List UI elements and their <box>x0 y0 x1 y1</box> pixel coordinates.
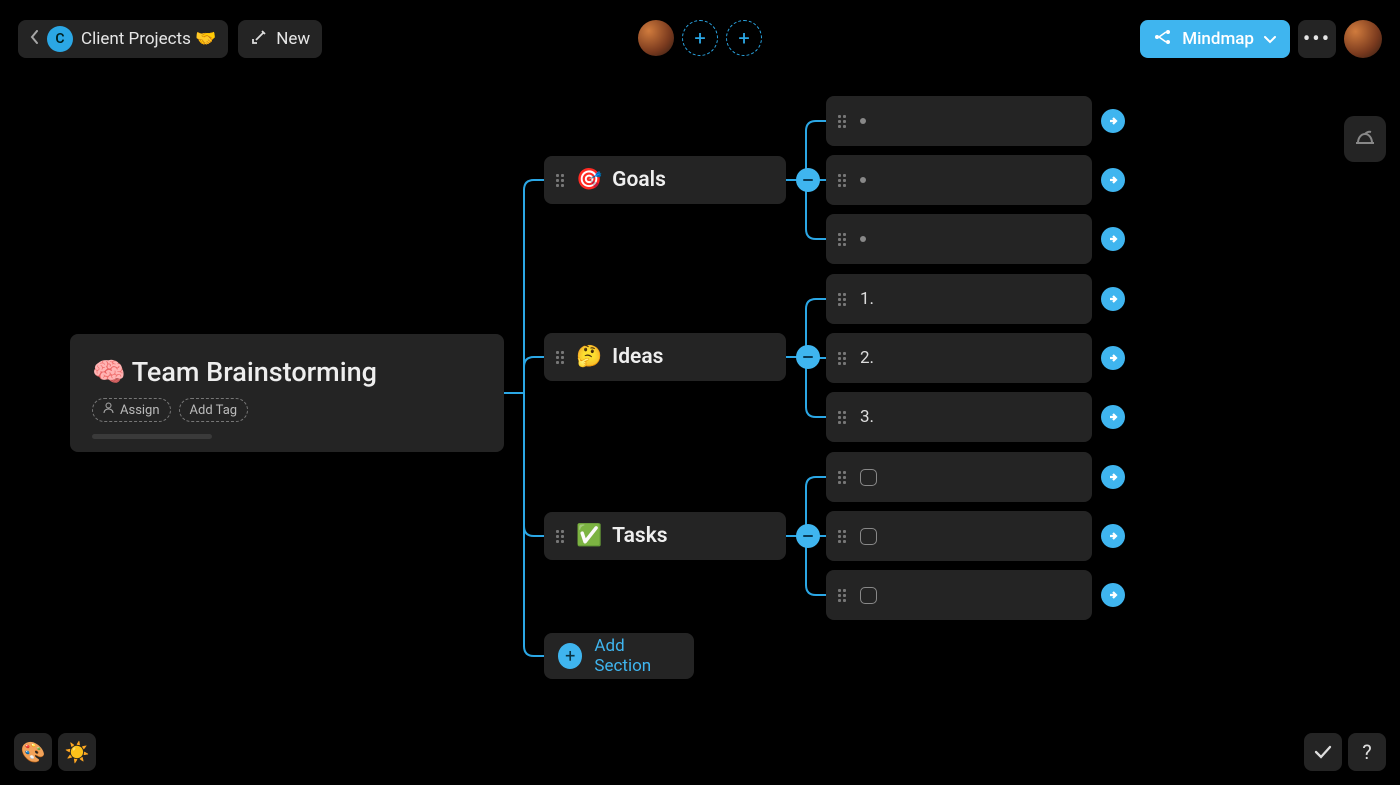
new-label: New <box>276 29 310 49</box>
assign-label: Assign <box>120 403 160 418</box>
leaf-node[interactable] <box>826 511 1092 561</box>
section-node[interactable]: 🤔 Ideas <box>544 333 786 381</box>
help-button[interactable]: ? <box>1348 733 1386 771</box>
add-tag-pill[interactable]: Add Tag <box>179 398 249 422</box>
chevron-down-icon <box>1264 29 1276 49</box>
plus-icon: + <box>558 643 582 669</box>
ellipsis-icon: ••• <box>1303 27 1331 52</box>
section-node[interactable]: ✅ Tasks <box>544 512 786 560</box>
root-emoji: 🧠 <box>92 356 126 388</box>
chevron-left-icon <box>30 29 39 49</box>
drag-handle-icon[interactable] <box>838 471 848 484</box>
drag-handle-icon[interactable] <box>838 530 848 543</box>
project-badge: C <box>47 26 73 52</box>
project-breadcrumb[interactable]: C Client Projects 🤝 <box>18 20 228 58</box>
root-title: 🧠 Team Brainstorming <box>92 356 482 388</box>
root-progress-placeholder <box>92 434 212 439</box>
section-emoji: ✅ <box>576 524 602 548</box>
drag-handle-icon[interactable] <box>556 351 566 364</box>
add-section-button[interactable]: + Add Section <box>544 633 694 679</box>
section-emoji: 🤔 <box>576 345 602 369</box>
root-title-text: Team Brainstorming <box>132 356 377 388</box>
confirm-button[interactable] <box>1304 733 1342 771</box>
leaf-text: 3. <box>860 407 874 427</box>
section-title: Goals <box>612 168 666 192</box>
section-node[interactable]: 🎯 Goals <box>544 156 786 204</box>
drag-handle-icon[interactable] <box>838 233 848 246</box>
checkbox[interactable] <box>860 587 877 604</box>
leaf-text: 1. <box>860 289 874 309</box>
theme-palette-button[interactable]: 🎨 <box>14 733 52 771</box>
more-menu-button[interactable]: ••• <box>1298 20 1336 58</box>
expand-arrow-button[interactable] <box>1101 465 1125 489</box>
leaf-node[interactable]: 1. <box>826 274 1092 324</box>
expand-arrow-button[interactable] <box>1101 168 1125 192</box>
top-bar: C Client Projects 🤝 New + + Mindmap <box>0 20 1400 58</box>
expand-arrow-button[interactable] <box>1101 524 1125 548</box>
bullet-icon <box>860 177 866 183</box>
brightness-button[interactable]: ☀️ <box>58 733 96 771</box>
collapse-toggle[interactable] <box>796 345 820 369</box>
assign-pill[interactable]: Assign <box>92 398 171 422</box>
expand-arrow-button[interactable] <box>1101 346 1125 370</box>
drag-handle-icon[interactable] <box>838 589 848 602</box>
leaf-node[interactable] <box>826 214 1092 264</box>
collapse-toggle[interactable] <box>796 168 820 192</box>
collaborator-avatar[interactable] <box>638 20 674 56</box>
root-node[interactable]: 🧠 Team Brainstorming Assign Add Tag <box>70 334 504 452</box>
add-collaborator-button-2[interactable]: + <box>726 20 762 56</box>
helmet-icon <box>1354 127 1376 151</box>
expand-arrow-button[interactable] <box>1101 287 1125 311</box>
leaf-node[interactable] <box>826 452 1092 502</box>
expand-arrow-button[interactable] <box>1101 109 1125 133</box>
leaf-node[interactable]: 2. <box>826 333 1092 383</box>
add-collaborator-button[interactable]: + <box>682 20 718 56</box>
helper-panel-button[interactable] <box>1344 116 1386 162</box>
collapse-toggle[interactable] <box>796 524 820 548</box>
compose-icon <box>250 28 268 51</box>
expand-arrow-button[interactable] <box>1101 227 1125 251</box>
leaf-node[interactable]: 3. <box>826 392 1092 442</box>
add-tag-label: Add Tag <box>190 403 238 418</box>
leaf-node[interactable] <box>826 570 1092 620</box>
drag-handle-icon[interactable] <box>556 174 566 187</box>
leaf-node[interactable] <box>826 155 1092 205</box>
checkbox[interactable] <box>860 528 877 545</box>
view-label: Mindmap <box>1182 29 1254 49</box>
drag-handle-icon[interactable] <box>838 411 848 424</box>
section-title: Tasks <box>612 524 667 548</box>
section-emoji: 🎯 <box>576 168 602 192</box>
drag-handle-icon[interactable] <box>838 174 848 187</box>
drag-handle-icon[interactable] <box>838 293 848 306</box>
add-section-label: Add Section <box>594 636 680 676</box>
mindmap-canvas[interactable]: C Client Projects 🤝 New + + Mindmap <box>0 0 1400 785</box>
check-icon <box>1314 740 1332 764</box>
new-button[interactable]: New <box>238 20 322 58</box>
sun-icon: ☀️ <box>65 740 90 764</box>
view-switcher[interactable]: Mindmap <box>1140 20 1290 58</box>
leaf-node[interactable] <box>826 96 1092 146</box>
project-name: Client Projects 🤝 <box>81 29 216 49</box>
leaf-text: 2. <box>860 348 874 368</box>
expand-arrow-button[interactable] <box>1101 583 1125 607</box>
question-icon: ? <box>1362 740 1371 764</box>
drag-handle-icon[interactable] <box>838 352 848 365</box>
checkbox[interactable] <box>860 469 877 486</box>
expand-arrow-button[interactable] <box>1101 405 1125 429</box>
user-avatar[interactable] <box>1344 20 1382 58</box>
section-title: Ideas <box>612 345 663 369</box>
person-icon <box>103 402 114 418</box>
drag-handle-icon[interactable] <box>838 115 848 128</box>
palette-icon: 🎨 <box>21 740 46 764</box>
bullet-icon <box>860 118 866 124</box>
drag-handle-icon[interactable] <box>556 530 566 543</box>
bullet-icon <box>860 236 866 242</box>
mindmap-icon <box>1154 29 1172 50</box>
